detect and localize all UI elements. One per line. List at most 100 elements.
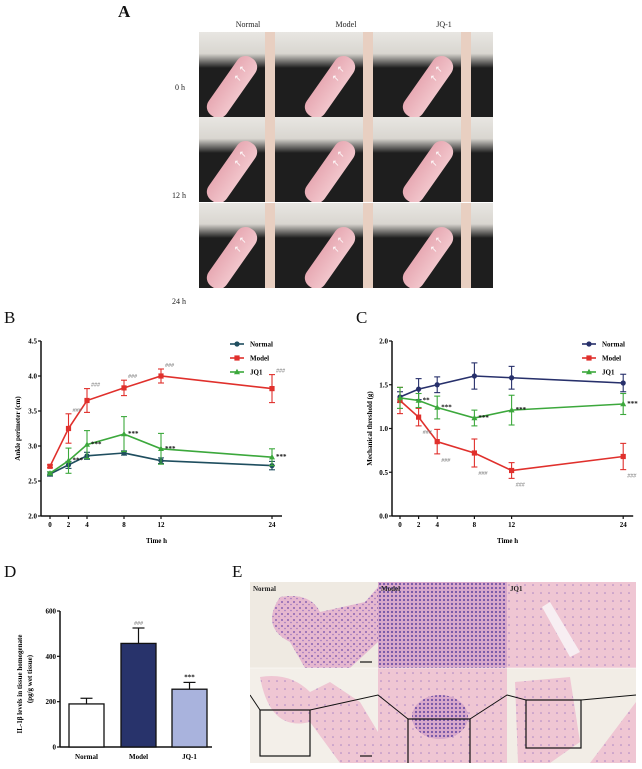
svg-text:***: *** [184, 673, 195, 681]
svg-text:Time h: Time h [497, 537, 518, 545]
arrow-icon: ↖ [430, 158, 438, 169]
svg-text:0: 0 [398, 521, 402, 529]
svg-text:2.0: 2.0 [28, 513, 37, 521]
svg-text:200: 200 [46, 698, 57, 706]
svg-text:0.0: 0.0 [379, 513, 388, 521]
arrow-icon: ↖ [430, 73, 438, 83]
paw-photo-jq1-0h: ↖ ↖ [395, 32, 493, 117]
svg-text:###: ### [276, 369, 286, 375]
svg-text:###: ### [516, 482, 526, 488]
svg-text:0: 0 [53, 744, 57, 752]
svg-text:24: 24 [269, 521, 277, 529]
arrow-icon: ↖ [430, 243, 438, 254]
svg-text:0: 0 [48, 521, 52, 529]
svg-text:###: ### [165, 363, 175, 369]
svg-text:12: 12 [158, 521, 166, 529]
panel-b-letter: B [4, 308, 16, 327]
svg-text:8: 8 [473, 521, 477, 529]
panel-a-letter: A [118, 2, 131, 21]
paw-photo-jq1-12h: ↖ ↖ [395, 117, 493, 203]
svg-text:1.0: 1.0 [379, 425, 388, 433]
arrow-icon: ↖ [337, 64, 345, 74]
panel-e-letter: E [232, 562, 243, 581]
svg-text:Normal: Normal [602, 341, 625, 349]
svg-text:2: 2 [67, 521, 71, 529]
svg-text:400: 400 [46, 653, 57, 661]
arrow-icon: ↖ [332, 73, 340, 83]
svg-text:3.0: 3.0 [28, 443, 37, 451]
arrow-icon: ↖ [239, 234, 247, 245]
paw-photo-model-24h: ↖ ↖ [297, 202, 395, 288]
svg-text:***: *** [441, 404, 452, 412]
svg-text:***: *** [478, 414, 489, 422]
paw-photo-normal-12h: ↖ ↖ [199, 117, 297, 203]
svg-text:***: *** [276, 453, 287, 461]
arrow-icon: ↖ [435, 149, 443, 160]
svg-text:***: *** [165, 445, 176, 453]
svg-text:24: 24 [620, 521, 628, 529]
svg-text:###: ### [91, 383, 101, 389]
svg-text:2.5: 2.5 [28, 478, 37, 486]
svg-text:Model: Model [250, 355, 269, 363]
panel-c-letter: C [356, 308, 368, 327]
svg-text:***: *** [91, 441, 102, 449]
column-label-normal: Normal [235, 20, 261, 29]
svg-text:JQ1: JQ1 [602, 369, 615, 377]
arrow-icon: ↖ [332, 243, 340, 254]
svg-text:4.0: 4.0 [28, 373, 37, 381]
svg-text:2: 2 [417, 521, 421, 529]
svg-text:###: ### [134, 621, 144, 627]
paw-photo-grid: ↖ ↖ ↖ ↖ ↖ ↖ ↖ ↖ ↖ ↖ ↖ ↖ ↖ ↖ ↖ ↖ ↖ ↖ [199, 32, 493, 288]
arrow-icon: ↖ [234, 158, 242, 169]
svg-text:***: *** [516, 406, 527, 414]
svg-text:1.5: 1.5 [379, 381, 388, 389]
svg-text:Model: Model [129, 753, 148, 761]
svg-text:4: 4 [85, 521, 89, 529]
svg-text:***: *** [627, 400, 638, 408]
svg-text:###: ### [423, 430, 433, 436]
svg-text:IL-1β levels in tissue homogen: IL-1β levels in tissue homogenate [16, 635, 24, 734]
svg-text:Normal: Normal [250, 341, 273, 349]
histology-images: Normal Model JQ1 [250, 582, 636, 763]
arrow-icon: ↖ [332, 158, 340, 169]
svg-text:4: 4 [435, 521, 439, 529]
svg-text:Mechanical threshold (g): Mechanical threshold (g) [366, 391, 374, 466]
svg-text:(pg/g wet tissue): (pg/g wet tissue) [26, 654, 34, 703]
row-label-24h: 24 h [172, 297, 186, 306]
svg-text:***: *** [73, 457, 84, 465]
svg-text:JQ1: JQ1 [250, 369, 263, 377]
svg-text:###: ### [441, 458, 451, 464]
arrow-icon: ↖ [234, 73, 242, 83]
row-label-12h: 12 h [172, 191, 186, 200]
arrow-icon: ↖ [337, 234, 345, 245]
svg-text:Time h: Time h [146, 537, 167, 545]
svg-text:2.0: 2.0 [379, 338, 388, 346]
paw-photo-jq1-24h: ↖ ↖ [395, 202, 493, 288]
svg-text:0.5: 0.5 [379, 469, 388, 477]
svg-text:###: ### [128, 374, 138, 380]
svg-text:Ankle perimeter (cm): Ankle perimeter (cm) [14, 396, 22, 461]
panel-d-letter: D [4, 562, 17, 581]
column-label-model: Model [335, 20, 357, 29]
paw-photo-model-0h: ↖ ↖ [297, 32, 395, 117]
svg-text:JQ-1: JQ-1 [182, 753, 197, 761]
svg-text:***: *** [128, 430, 139, 438]
arrow-icon: ↖ [239, 149, 247, 160]
svg-text:###: ### [73, 408, 83, 414]
column-label-jq1: JQ-1 [436, 20, 452, 29]
arrow-icon: ↖ [337, 149, 345, 160]
svg-text:###: ### [478, 471, 488, 477]
paw-photo-normal-24h: ↖ ↖ [199, 202, 297, 288]
row-label-0h: 0 h [175, 83, 185, 92]
histology-label-model: Model [381, 585, 400, 593]
histology-label-normal: Normal [253, 585, 276, 593]
svg-text:3.5: 3.5 [28, 408, 37, 416]
svg-text:600: 600 [46, 608, 57, 616]
svg-text:Model: Model [602, 355, 621, 363]
arrow-icon: ↖ [435, 64, 443, 74]
paw-photo-model-12h: ↖ ↖ [297, 117, 395, 203]
svg-text:**: ** [423, 397, 431, 405]
arrow-icon: ↖ [435, 234, 443, 245]
